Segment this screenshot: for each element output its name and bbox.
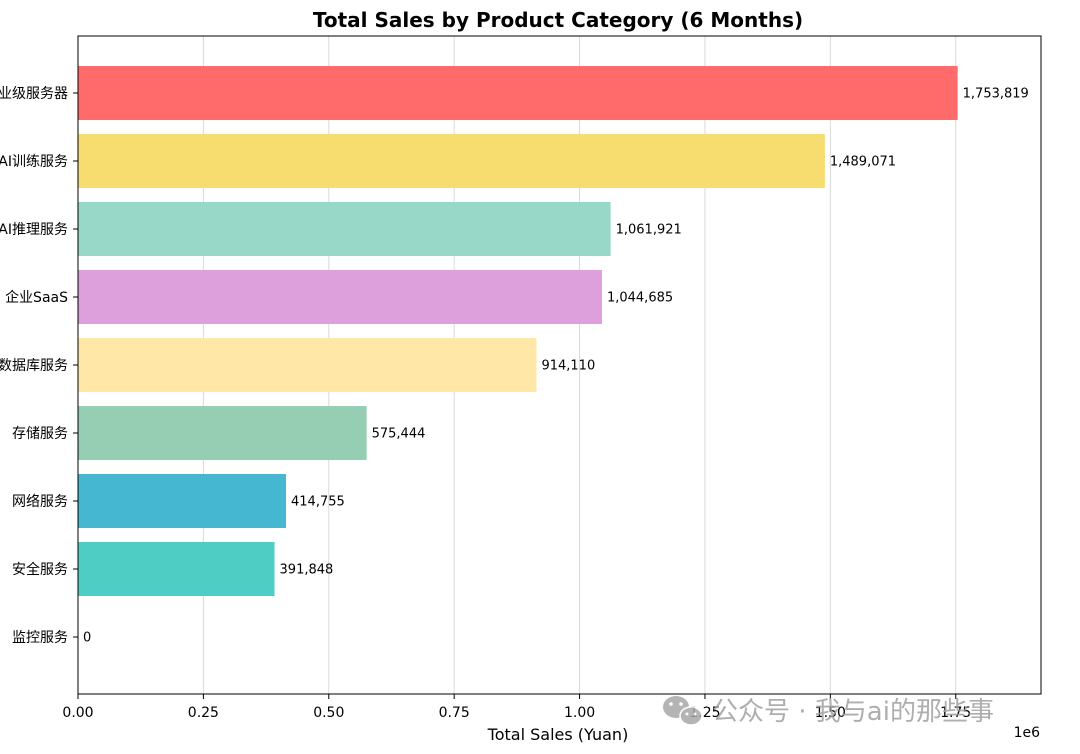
- bar: [78, 406, 367, 460]
- y-tick-label: 网络服务: [12, 494, 68, 510]
- y-tick-label: 企业级服务器: [0, 85, 68, 102]
- y-tick-label: 企业SaaS: [5, 289, 68, 306]
- y-tick-label: AI推理服务: [0, 222, 68, 238]
- bar-value-label: 575,444: [372, 427, 426, 442]
- bar-value-label: 1,753,819: [963, 87, 1029, 102]
- y-tick-label: 存储服务: [12, 426, 68, 442]
- watermark-text: 公众号 · 我与ai的那些事: [712, 697, 994, 727]
- x-tick-label: 1.00: [564, 705, 595, 721]
- bar: [78, 134, 825, 188]
- bar: [78, 270, 602, 324]
- bar: [78, 338, 537, 392]
- chart-title: Total Sales by Product Category (6 Month…: [313, 8, 803, 32]
- x-tick-label: 0.50: [313, 705, 344, 721]
- x-axis-label: Total Sales (Yuan): [487, 725, 629, 744]
- bar-value-label: 1,061,921: [616, 223, 682, 238]
- x-tick-label: 0.00: [62, 705, 93, 721]
- y-tick-label: AI训练服务: [0, 154, 68, 170]
- bars: [78, 66, 958, 596]
- bar-value-label: 414,755: [291, 495, 345, 510]
- watermark: 公众号 · 我与ai的那些事: [663, 696, 994, 727]
- bar-value-label: 0: [83, 631, 91, 646]
- y-tick-label: 安全服务: [12, 561, 68, 578]
- x-axis-scale-label: 1e6: [1014, 725, 1041, 741]
- y-tick-label: 监控服务: [12, 630, 68, 646]
- bar-value-label: 1,489,071: [830, 155, 896, 170]
- x-tick-label: 1.75: [940, 705, 971, 721]
- bar: [78, 542, 275, 596]
- bar: [78, 66, 958, 120]
- y-tick-label: 数据库服务: [0, 358, 68, 374]
- bar: [78, 202, 611, 256]
- bar-value-label: 391,848: [280, 563, 334, 578]
- x-tick-label: 1.50: [815, 705, 846, 721]
- data-labels: 1,753,819 1,489,071 1,061,921 1,044,685 914,…: [83, 87, 1029, 646]
- bar: [78, 474, 287, 528]
- x-axis-ticks: 0.00 0.25 0.50 0.75 1.00 1.25 1.50 1.75: [62, 694, 971, 721]
- x-tick-label: 0.25: [188, 705, 219, 721]
- x-tick-label: 0.75: [439, 705, 470, 721]
- bar-value-label: 914,110: [541, 359, 595, 374]
- bar-value-label: 1,044,685: [607, 291, 673, 306]
- wechat-icon: [663, 696, 703, 726]
